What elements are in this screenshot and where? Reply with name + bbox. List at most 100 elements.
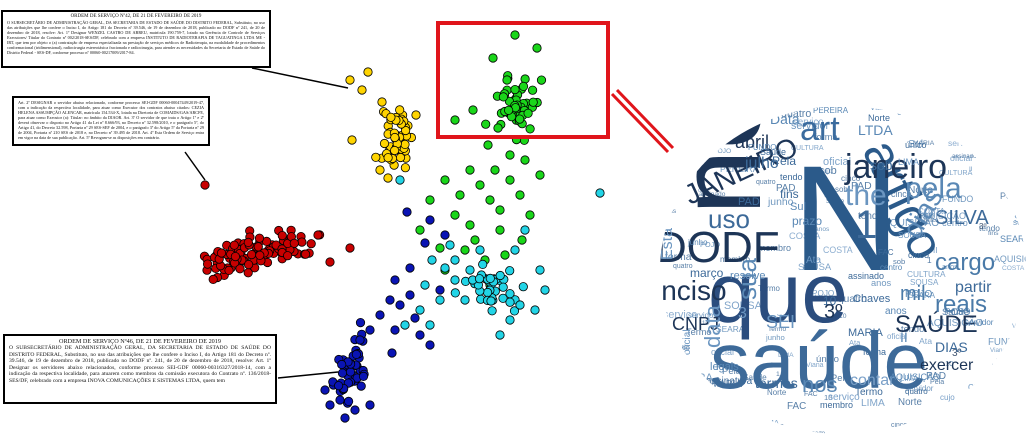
word-cloud-word: oficial xyxy=(682,329,693,355)
word-cloud-word: LIMA xyxy=(761,418,780,427)
word-cloud-word: Sul xyxy=(777,314,786,320)
word-cloud-word: POJO xyxy=(812,289,834,298)
word-cloud-word: tendo xyxy=(979,223,1000,233)
cyan-point xyxy=(495,330,505,340)
word-cloud-word: PEREIRA xyxy=(720,164,759,174)
yellow-point xyxy=(363,67,373,77)
word-cloud-word: oficial xyxy=(887,332,907,341)
word-cloud-word: serviço xyxy=(828,392,860,403)
blue-point xyxy=(365,400,375,410)
word-cloud-word: sob xyxy=(893,257,905,266)
word-cloud-word: servidor xyxy=(965,318,994,327)
word-cloud-word: único xyxy=(905,140,927,150)
cyan-point xyxy=(498,293,508,303)
word-cloud-word: 1 xyxy=(776,371,780,378)
cyan-point xyxy=(450,275,460,285)
blue-point xyxy=(356,381,366,391)
document-body: O SUBSECRETÁRIO DE ADMINISTRAÇÃO GERAL, … xyxy=(7,20,265,55)
blue-point xyxy=(402,207,412,217)
word-cloud-word: II xyxy=(969,166,973,173)
red-point xyxy=(243,268,253,278)
green-point xyxy=(500,250,510,260)
word-cloud-word: assinado xyxy=(952,153,977,160)
blue-point xyxy=(320,385,330,395)
word-cloud-word: resolve xyxy=(730,270,765,282)
word-cloud-word: tendo xyxy=(901,324,924,334)
green-point xyxy=(495,205,505,215)
word-cloud-word: Ata xyxy=(849,338,861,347)
yellow-point xyxy=(390,132,400,143)
green-point xyxy=(481,119,491,129)
blue-point xyxy=(385,295,395,305)
word-cloud-word: junho xyxy=(675,124,692,131)
red-point xyxy=(277,231,287,241)
green-point xyxy=(528,97,538,107)
word-cloud-word: 3 xyxy=(1023,183,1029,194)
word-cloud-word: servidor xyxy=(688,311,716,320)
word-cloud-word: Pela xyxy=(772,154,796,168)
word-cloud-word: oficial xyxy=(711,347,734,357)
word-cloud-word: uso xyxy=(708,204,750,234)
connector-lines xyxy=(184,67,675,379)
green-point xyxy=(520,155,530,165)
word-cloud-word: SEI xyxy=(766,312,795,332)
word-cloud-word: tendo xyxy=(858,211,883,222)
green-point xyxy=(527,85,538,95)
word-cloud-word: SEARA xyxy=(672,387,709,399)
word-cloud-word: pela xyxy=(905,172,962,205)
green-point xyxy=(503,105,514,115)
green-point xyxy=(483,140,493,150)
cluster-points xyxy=(199,30,605,423)
red-point xyxy=(230,252,240,262)
word-cloud-word: Ata xyxy=(919,336,932,346)
word-cloud-word: Viana xyxy=(666,162,686,171)
green-point xyxy=(518,81,529,92)
blue-point xyxy=(350,405,360,415)
yellow-point xyxy=(379,138,390,149)
word-cloud-word: 1 xyxy=(770,362,774,369)
word-cloud-word: centro xyxy=(966,421,993,432)
red-point xyxy=(235,264,245,274)
word-cloud-word: 3 xyxy=(738,305,747,322)
document-snippet-top: ORDEM DE SERVIÇO Nº42, DE 21 DE FEVEREIR… xyxy=(1,10,271,68)
word-cloud-word: LIMA xyxy=(900,374,919,383)
cyan-point xyxy=(495,270,505,281)
word-cloud-word: 10 xyxy=(702,320,709,327)
word-cloud-word: único xyxy=(1010,162,1030,171)
yellow-point xyxy=(411,110,421,120)
red-point xyxy=(229,240,239,250)
cyan-point xyxy=(487,306,497,316)
blue-point xyxy=(387,348,397,358)
word-cloud-word: PEREIRA xyxy=(993,364,1031,375)
yellow-point xyxy=(400,163,410,173)
word-cloud-word: 1 xyxy=(994,166,1000,178)
word-cloud-word: quatro xyxy=(673,263,693,270)
word-cloud-word: termos xyxy=(755,375,798,391)
blue-point xyxy=(337,359,347,370)
word-cloud-word: 3º xyxy=(952,348,962,359)
word-cloud-word: cujo xyxy=(698,187,710,194)
word-cloud-word: CULTURA xyxy=(907,269,946,279)
cyan-point xyxy=(486,296,496,306)
word-cloud-word: CULTURA xyxy=(791,145,824,152)
cyan-point xyxy=(530,305,540,315)
word-cloud-word: fins xyxy=(760,430,777,436)
word-cloud-word: fins xyxy=(988,230,999,237)
word-cloud-word: assinado xyxy=(801,431,826,436)
blue-point xyxy=(365,325,375,335)
blue-point xyxy=(345,367,356,377)
green-point xyxy=(488,53,498,63)
word-cloud-word: POJO xyxy=(713,148,731,155)
word-cloud-word: Sul xyxy=(908,139,923,150)
word-cloud-word: abril xyxy=(735,132,769,152)
word-cloud-word: servidor xyxy=(791,120,829,132)
word-cloud-word: contar xyxy=(850,372,895,389)
green-point xyxy=(535,170,545,180)
word-cloud-word: anos xyxy=(692,428,709,436)
document-title: ORDEM DE SERVIÇO Nº42, DE 21 DE FEVEREIR… xyxy=(70,14,202,19)
word-cloud-word: II xyxy=(933,246,937,255)
green-point xyxy=(498,92,508,102)
word-cloud-word: inciso xyxy=(655,275,727,306)
word-cloud-word: MARIA xyxy=(1005,383,1031,394)
word-cloud-word: II xyxy=(870,350,874,357)
